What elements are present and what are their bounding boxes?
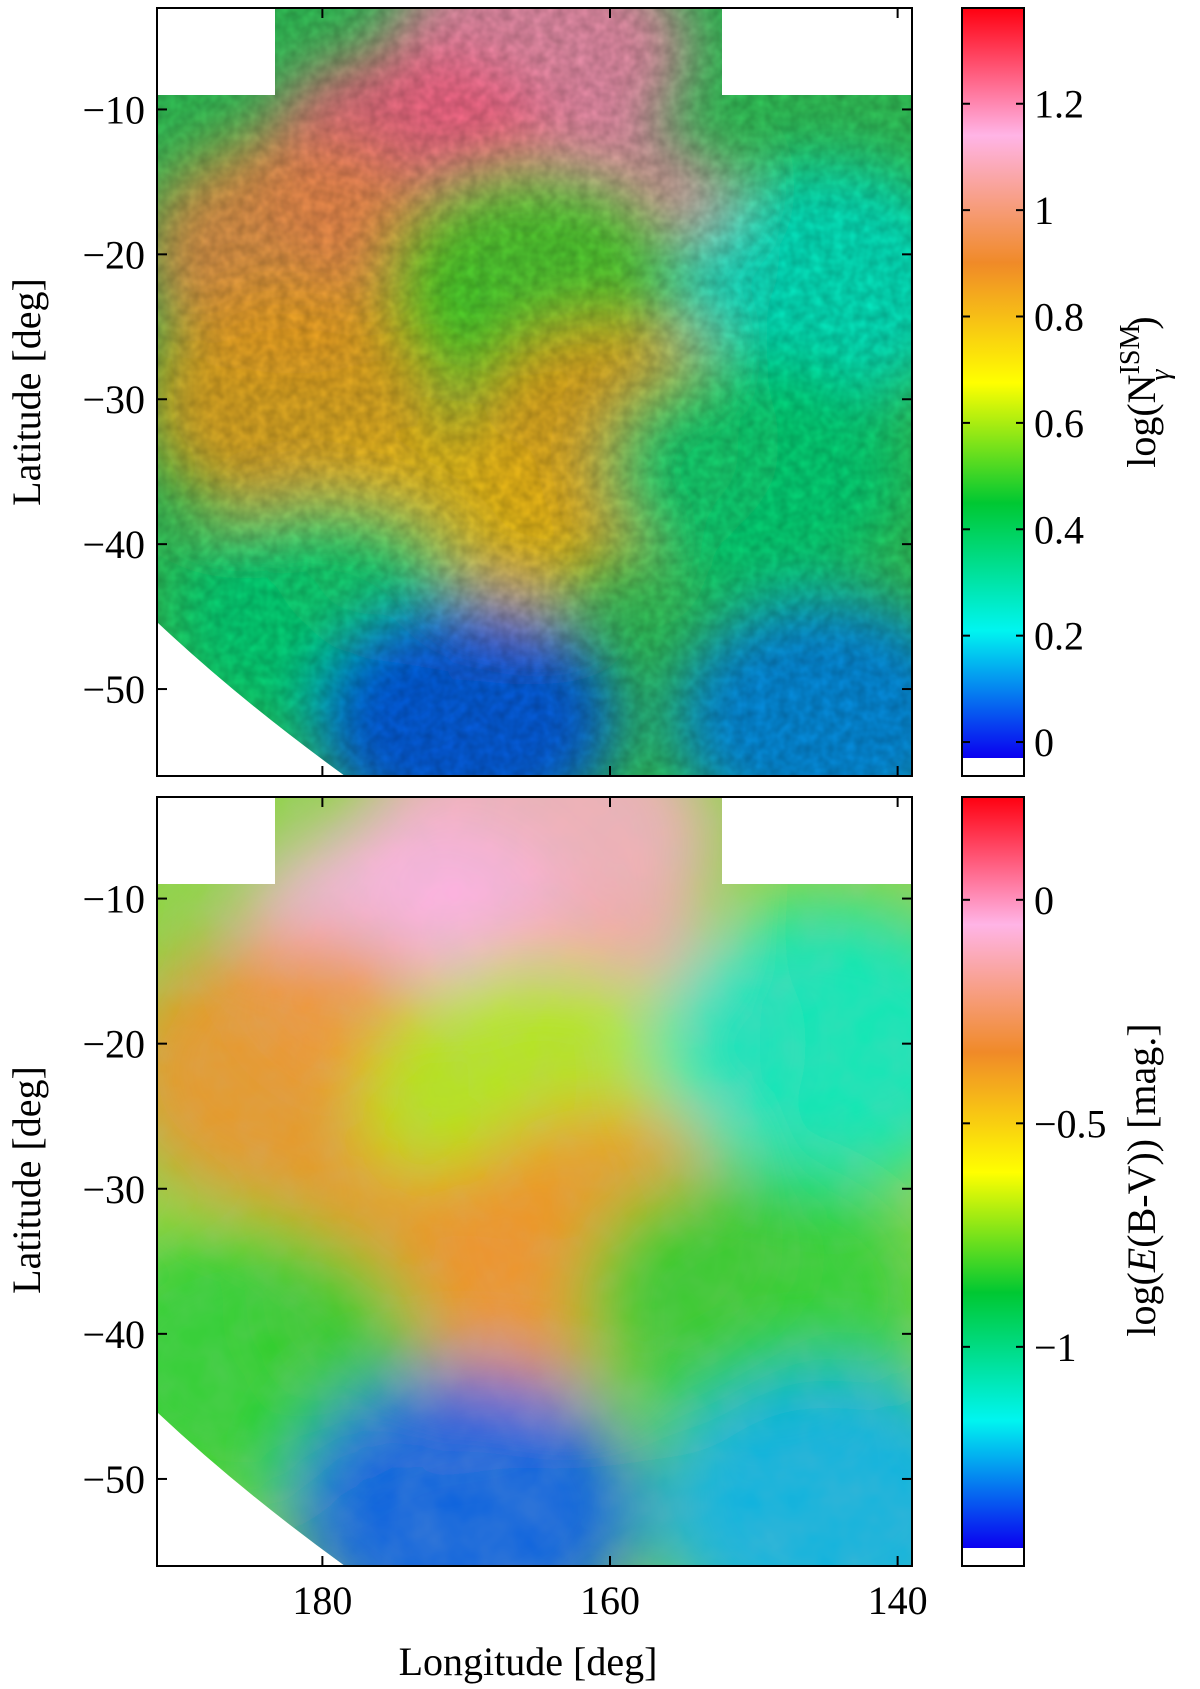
y-tick-label: −20 (82, 1022, 145, 1067)
y-tick-label: −30 (82, 1167, 145, 1212)
colorbar-tick-label: 0.2 (1034, 614, 1084, 659)
bottom-colorbar-frame (961, 796, 1025, 1567)
panel-top-gamma-map: −10 −20 −30 −40 −50 Latitude [deg] 0 0.2 0.4 0.… (4, 7, 1176, 777)
colorbar-tick-label: 0 (1034, 878, 1054, 923)
bottom-x-axis: 180 160 140 (292, 797, 928, 1623)
y-tick-label: −50 (82, 1457, 145, 1502)
top-y-axis: −10 −20 −30 −40 −50 (82, 87, 912, 712)
bottom-colorbar: 0 −0.5 −1 log(E(B-V)) [mag.] (961, 796, 1164, 1567)
bottom-heatmap (157, 797, 912, 1566)
top-colorbar-ticks: 0 0.2 0.4 0.6 0.8 1 1.2 (962, 82, 1084, 765)
y-tick-label: −10 (82, 877, 145, 922)
top-colorbar-fill (962, 8, 1024, 758)
top-ylabel: Latitude [deg] (4, 278, 49, 506)
bottom-xlabel: Longitude [deg] (399, 1639, 658, 1684)
colorbar-tick-label: 1 (1034, 188, 1054, 233)
top-colorbar-label: log(NISMγ) (1115, 316, 1176, 468)
top-heatmap-noise (157, 8, 912, 776)
bottom-colorbar-label: log(E(B-V)) [mag.] (1119, 1023, 1164, 1336)
x-tick-label: 140 (868, 1578, 928, 1623)
top-x-axis (321, 8, 899, 776)
top-heatmap (157, 8, 912, 776)
bottom-y-axis: −10 −20 −30 −40 −50 (82, 877, 912, 1502)
top-plot-frame (156, 7, 913, 777)
colorbar-tick-label: 1.2 (1034, 82, 1084, 127)
top-colorbar: 0 0.2 0.4 0.6 0.8 1 1.2 log(NISMγ) (961, 7, 1176, 777)
bottom-heatmap-noise (157, 797, 912, 1566)
y-tick-label: −40 (82, 1312, 145, 1357)
colorbar-tick-label: 0.4 (1034, 507, 1084, 552)
x-tick-label: 160 (580, 1578, 640, 1623)
colorbar-tick-label: −1 (1034, 1325, 1077, 1370)
y-tick-label: −20 (82, 232, 145, 277)
y-tick-label: −10 (82, 87, 145, 132)
colorbar-tick-label: 0 (1034, 720, 1054, 765)
y-tick-label: −40 (82, 522, 145, 567)
panel-bottom-extinction-map: −10−20−30−40−50 180 160 140 Latitude [deg]… (4, 796, 1164, 1684)
colorbar-tick-label: 0.8 (1034, 295, 1084, 340)
top-colorbar-frame (961, 7, 1025, 777)
colorbar-tick-label: −0.5 (1034, 1101, 1107, 1146)
colorbar-tick-label: 0.6 (1034, 401, 1084, 446)
bottom-ylabel: Latitude [deg] (4, 1066, 49, 1294)
y-tick-label: −30 (82, 377, 145, 422)
bottom-colorbar-fill (962, 797, 1024, 1548)
bottom-colorbar-ticks: 0 −0.5 −1 (962, 878, 1107, 1370)
y-tick-label: −50 (82, 667, 145, 712)
x-tick-label: 180 (292, 1578, 352, 1623)
bottom-plot-frame (156, 796, 913, 1567)
